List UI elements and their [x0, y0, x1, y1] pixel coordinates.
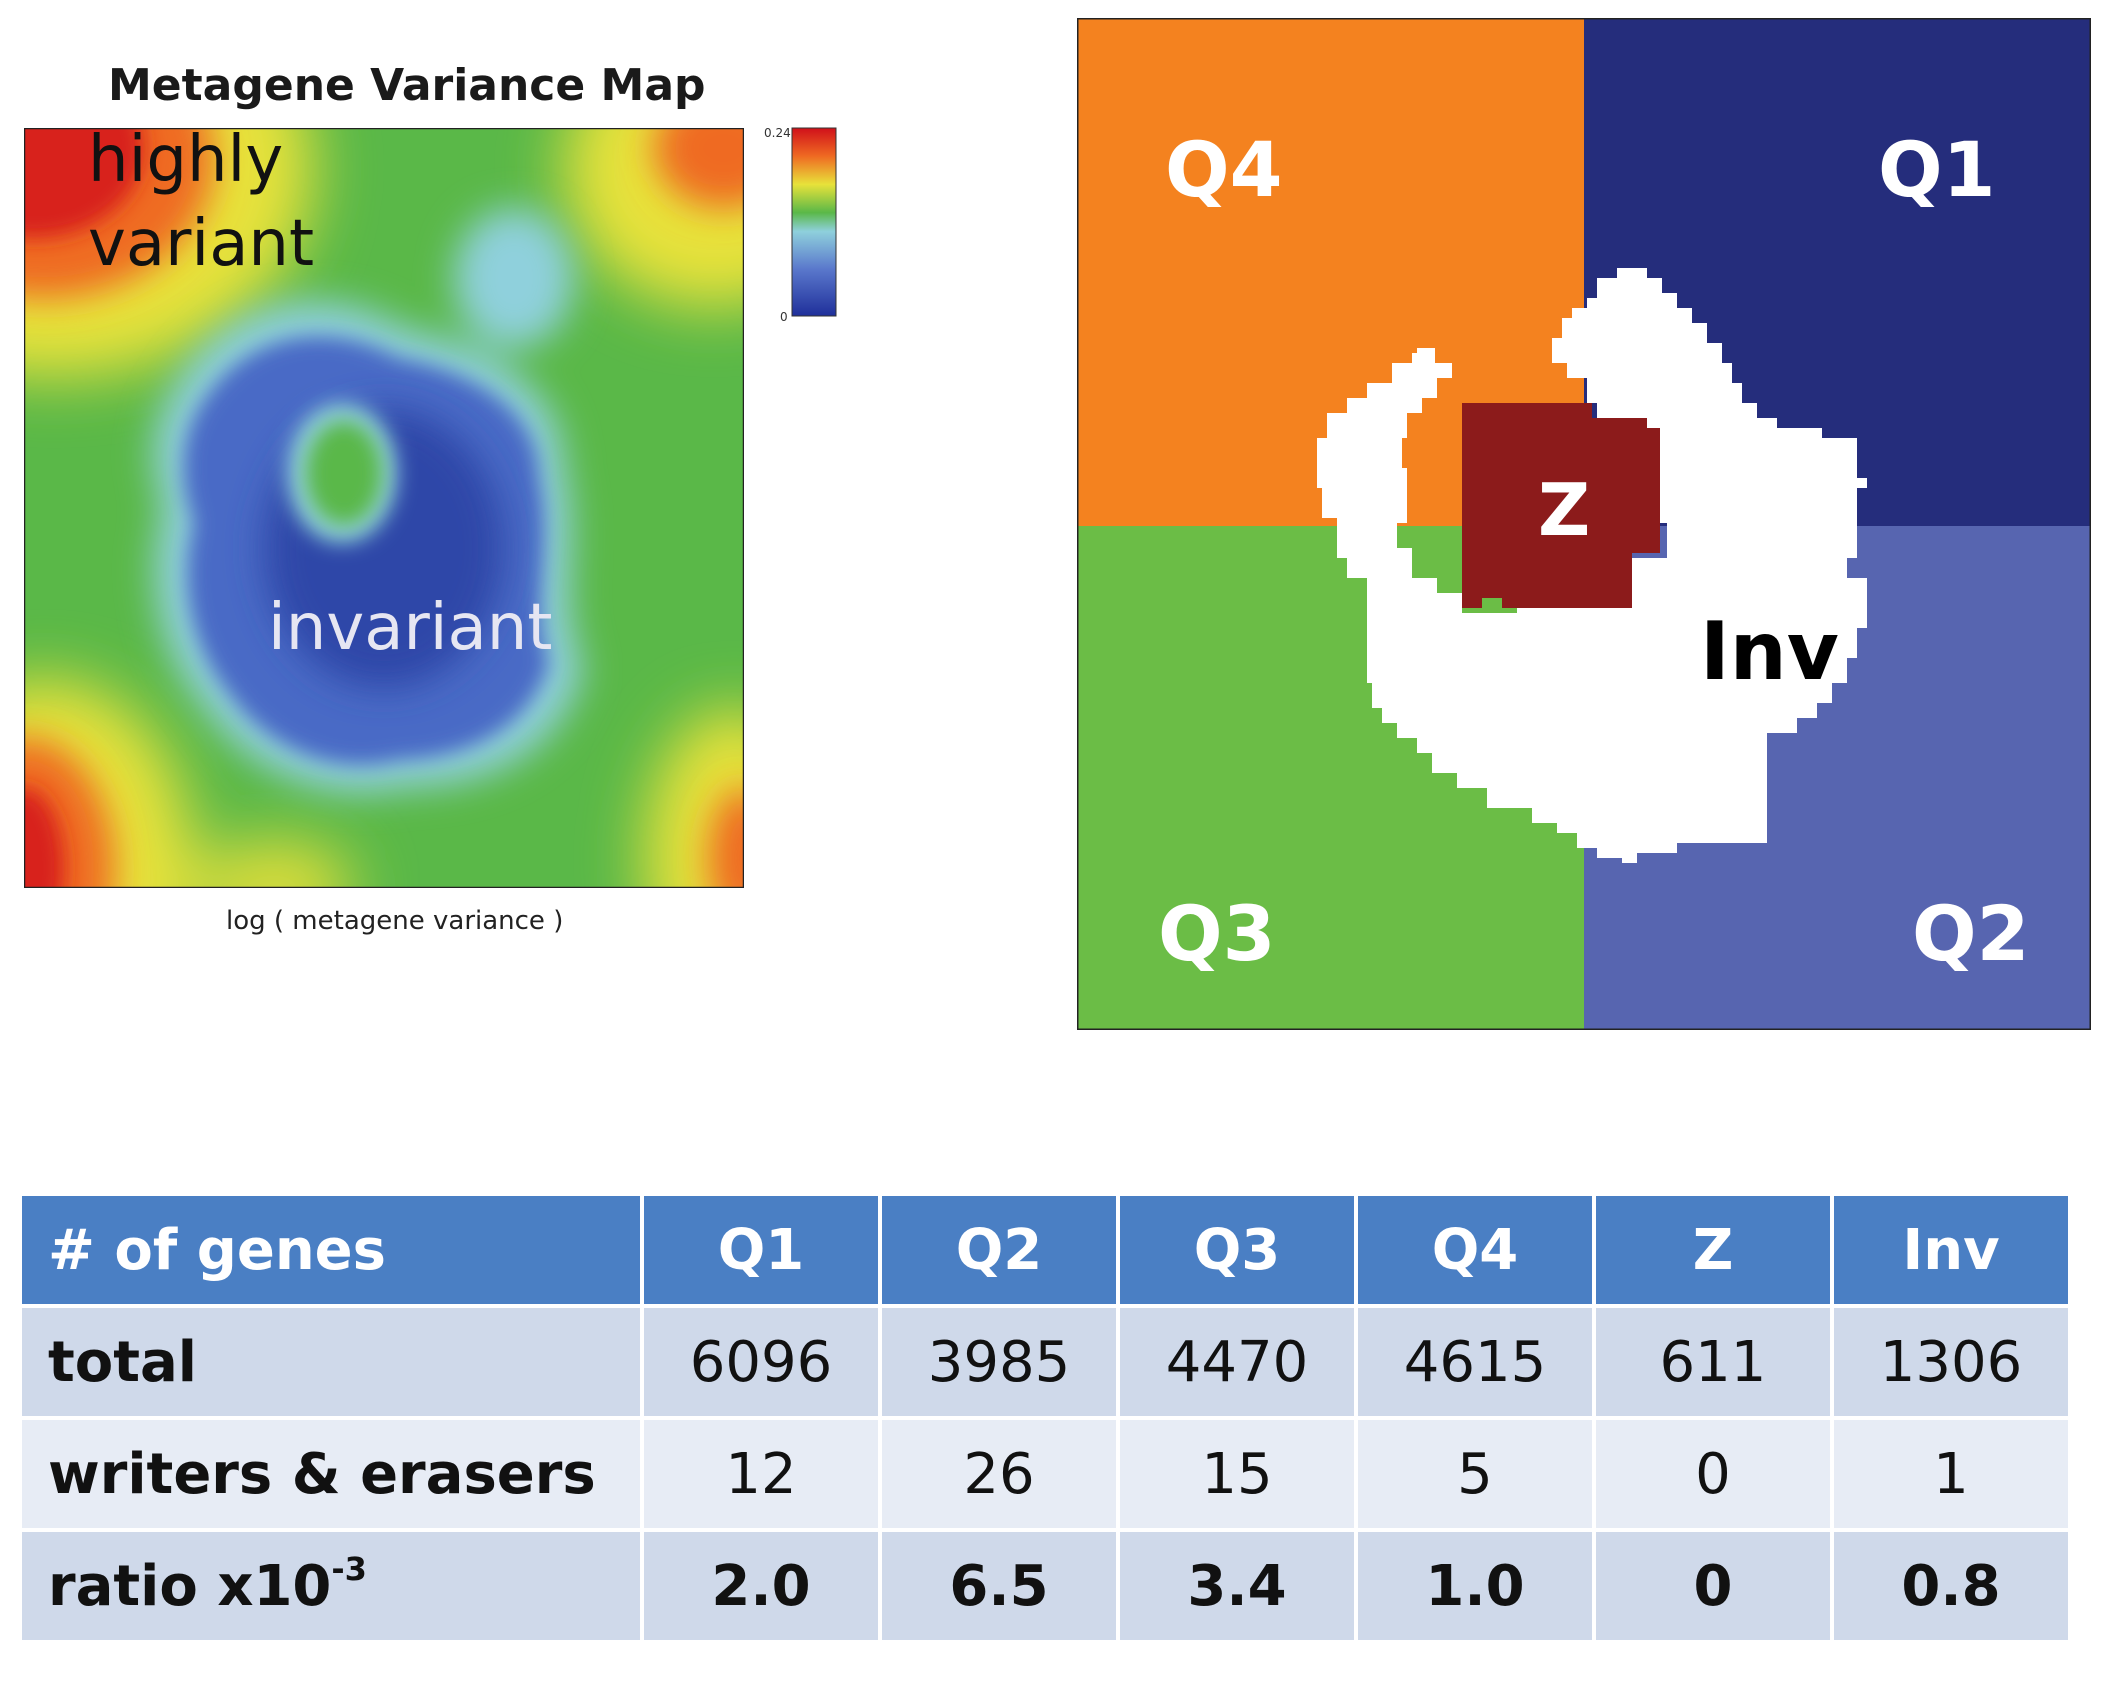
table-cell: 6.5 — [882, 1532, 1116, 1640]
ratio-label-text: ratio x10 — [48, 1553, 332, 1619]
table-cell: 4615 — [1358, 1308, 1592, 1416]
table-cell: 0 — [1596, 1420, 1830, 1528]
variance-map-panel: Metagene Variance Map — [8, 40, 858, 1000]
variance-colorbar — [791, 127, 837, 317]
table-cell: 1.0 — [1358, 1532, 1592, 1640]
invariant-label: invariant — [268, 591, 553, 665]
table-cell: 12 — [644, 1420, 878, 1528]
ratio-exponent: -3 — [331, 1549, 367, 1588]
table-header-cell: Q2 — [882, 1196, 1116, 1304]
highly-label: highly — [88, 123, 284, 197]
table-header-cell: Q4 — [1358, 1196, 1592, 1304]
table-cell: 1 — [1834, 1420, 2068, 1528]
z-label: Z — [1538, 468, 1591, 552]
variant-label: variant — [88, 207, 315, 281]
table-cell: 26 — [882, 1420, 1116, 1528]
variance-xaxis-label: log ( metagene variance ) — [226, 906, 564, 936]
row-label: writers & erasers — [22, 1420, 640, 1528]
table-cell: 0.8 — [1834, 1532, 2068, 1640]
table-row: ratio x10-3 2.0 6.5 3.4 1.0 0 0.8 — [22, 1532, 2068, 1640]
gene-count-table: # of genes Q1 Q2 Q3 Q4 Z Inv total 6096 … — [18, 1192, 2072, 1644]
table-header-row: # of genes Q1 Q2 Q3 Q4 Z Inv — [22, 1196, 2068, 1304]
table-cell: 15 — [1120, 1420, 1354, 1528]
table-cell: 3985 — [882, 1308, 1116, 1416]
table-cell: 1306 — [1834, 1308, 2068, 1416]
table-header-cell: # of genes — [22, 1196, 640, 1304]
table-header-cell: Q1 — [644, 1196, 878, 1304]
table-cell: 2.0 — [644, 1532, 878, 1640]
table-cell: 4470 — [1120, 1308, 1354, 1416]
colorbar-max-label: 0.24 — [764, 126, 791, 140]
inv-label: Inv — [1700, 605, 1839, 698]
q3-label: Q3 — [1158, 889, 1276, 978]
z-region — [1462, 403, 1660, 608]
invariant-region — [1317, 268, 1867, 863]
row-label: total — [22, 1308, 640, 1416]
q4-label: Q4 — [1165, 125, 1283, 214]
table-header-cell: Q3 — [1120, 1196, 1354, 1304]
table-cell: 3.4 — [1120, 1532, 1354, 1640]
table-header-cell: Z — [1596, 1196, 1830, 1304]
quadrant-map — [1077, 18, 2091, 1030]
table-header-cell: Inv — [1834, 1196, 2068, 1304]
colorbar-min-label: 0 — [780, 310, 788, 324]
q2-label: Q2 — [1912, 889, 2030, 978]
table-cell: 0 — [1596, 1532, 1830, 1640]
table-row: writers & erasers 12 26 15 5 0 1 — [22, 1420, 2068, 1528]
table-cell: 6096 — [644, 1308, 878, 1416]
table-cell: 611 — [1596, 1308, 1830, 1416]
row-label: ratio x10-3 — [22, 1532, 640, 1640]
table-cell: 5 — [1358, 1420, 1592, 1528]
table-row: total 6096 3985 4470 4615 611 1306 — [22, 1308, 2068, 1416]
q1-label: Q1 — [1878, 125, 1996, 214]
variance-map-title: Metagene Variance Map — [108, 60, 706, 111]
variance-heatmap — [24, 128, 744, 888]
